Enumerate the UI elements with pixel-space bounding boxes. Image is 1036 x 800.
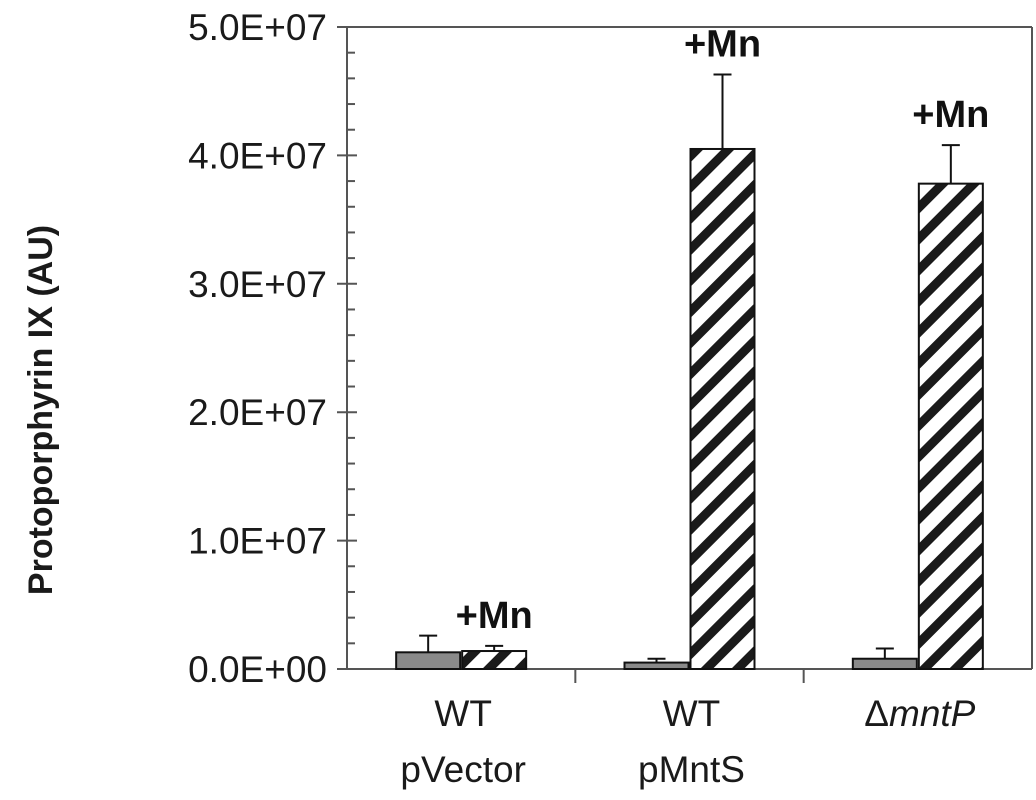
bar-control xyxy=(851,657,918,671)
y-tick-label: 0.0E+00 xyxy=(188,649,327,690)
plot-area: +Mn +Mn +Mn xyxy=(337,24,1033,683)
bar-control xyxy=(395,651,462,670)
bar-mn xyxy=(689,147,756,671)
x-category-label-line2: pVector xyxy=(400,749,525,790)
y-tick-label: 5.0E+07 xyxy=(188,7,327,48)
x-category-label-line1: ΔmntP xyxy=(864,693,975,734)
bar-mn xyxy=(461,650,528,670)
y-tick-label: 1.0E+07 xyxy=(188,521,327,562)
y-axis-label: Protoporphyrin IX (AU) xyxy=(22,225,60,595)
x-category-label-line1: WT xyxy=(663,693,721,734)
y-tick-label: 4.0E+07 xyxy=(188,135,327,176)
delta-symbol: Δ xyxy=(864,693,889,734)
y-tick-label: 3.0E+07 xyxy=(188,264,327,305)
gene-name: mntP xyxy=(889,693,976,734)
y-tick-labels: 0.0E+00 1.0E+07 2.0E+07 3.0E+07 4.0E+07 5.0E+… xyxy=(188,7,327,690)
mn-annotation: +Mn xyxy=(684,24,761,66)
bar-mn xyxy=(917,182,984,670)
x-category-label-line1: WT xyxy=(434,693,492,734)
x-category-labels: WT pVector WT pMntS ΔmntP xyxy=(400,693,975,790)
mn-annotation: +Mn xyxy=(912,94,989,136)
bar-control xyxy=(623,661,690,671)
x-category-label-line2: pMntS xyxy=(638,749,745,790)
mn-annotation: +Mn xyxy=(456,595,533,637)
y-tick-label: 2.0E+07 xyxy=(188,392,327,433)
